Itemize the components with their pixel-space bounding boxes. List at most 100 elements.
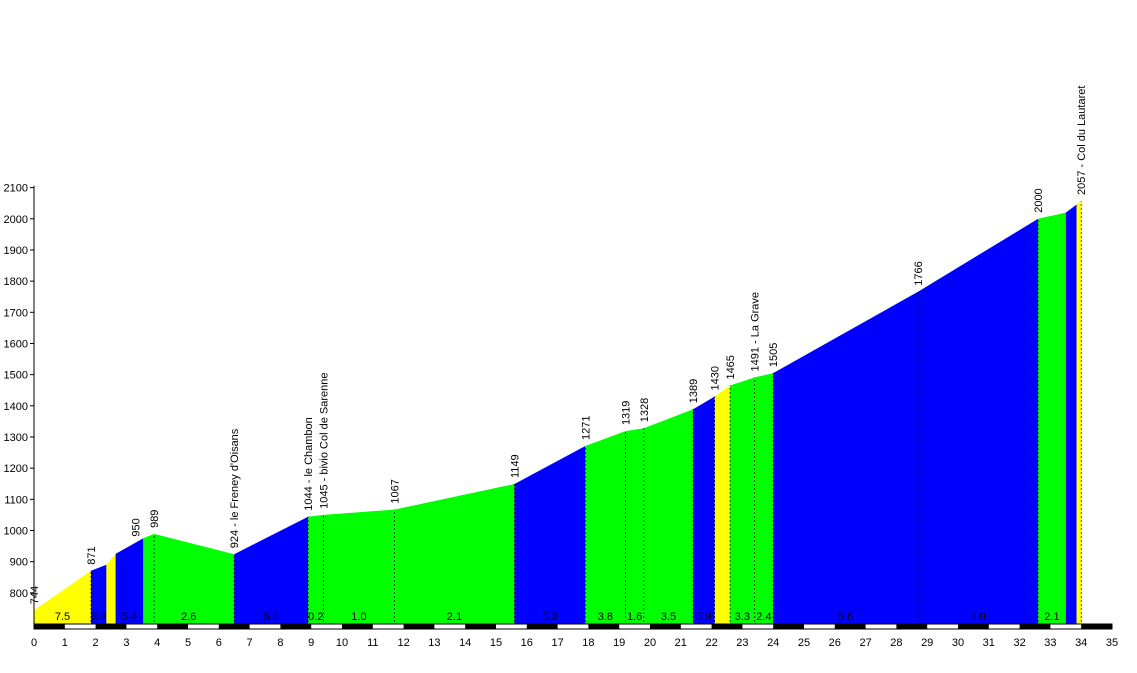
y-tick-label: 1000 [4,525,28,537]
x-tick-label: 1 [62,637,68,649]
elevation-label: 1766 [913,261,925,285]
segment-dividers [90,201,1082,622]
y-tick-label: 1600 [4,338,28,350]
x-tick-label: 21 [675,637,687,649]
elevation-label: 1389 [688,379,700,403]
gradient-segment [91,564,107,624]
y-tick-label: 1700 [4,307,28,319]
elevation-label: 924 - le Freney d'Oisans [229,428,241,548]
gradient-label: 2.1 [447,611,462,623]
x-axis-bar-block [958,624,989,629]
elevation-label: 1067 [389,479,401,503]
x-axis-bar-block [342,624,373,629]
y-tick-label: 2000 [4,214,28,226]
elevation-label: 1465 [725,355,737,379]
elevation-label: 1319 [620,401,632,425]
elevation-label: 1328 [639,398,651,422]
y-tick-label: 800 [10,588,28,600]
x-axis-bar-block [157,624,188,629]
gradient-label: 6.0 [970,611,985,623]
x-tick-label: 0 [31,637,37,649]
elevation-label: 1491 - La Grave [750,292,762,372]
x-tick-label: 13 [428,637,440,649]
y-tick-label: 2100 [4,183,28,195]
x-tick-label: 15 [490,637,502,649]
gradient-segment [34,570,91,624]
gradient-segment [1076,201,1082,624]
x-tick-label: 27 [859,637,871,649]
x-tick-label: 35 [1106,637,1118,649]
gradient-segment [234,516,309,624]
gradient-label: 5.6 [838,611,853,623]
gradient-labels: 7.5 3.8 5.4 2.6 5.0 0.2 1.0 2.1 5.3 3.8 1.6 3.5 5.9 3… [55,611,1060,623]
x-tick-label: 16 [521,637,533,649]
x-tick-label: 19 [613,637,625,649]
x-axis-bar-block [465,624,496,629]
x-axis-bar-block [711,624,743,629]
x-axis-bar-block [773,624,804,629]
gradient-label: 3.8 [598,611,613,623]
gradient-segment [693,396,715,624]
gradient-segment [643,409,694,624]
x-tick-label: 9 [308,637,314,649]
gradient-label: 3.5 [661,611,676,623]
x-tick-label: 24 [767,637,779,649]
y-tick-label: 1400 [4,401,28,413]
gradient-segment [585,431,626,624]
gradient-label: 5.9 [696,611,711,623]
gradient-segment [754,373,774,624]
x-tick-label: 10 [336,637,348,649]
gradient-segment [1038,212,1066,624]
y-tick-label: 900 [10,557,28,569]
x-tick-label: 31 [983,637,995,649]
elevation-label: 989 [149,510,161,528]
gradient-segment [773,291,918,624]
elevation-label: 871 [86,546,98,564]
elevation-label: 1149 [509,454,521,478]
gradient-segment [394,484,515,624]
gradient-label: 3.3 [735,611,750,623]
x-tick-label: 25 [798,637,810,649]
elevation-label: 744 [29,586,41,604]
y-tick-label: 1500 [4,370,28,382]
elevation-label: 2057 - Col du Lautaret [1076,86,1088,195]
x-tick-label: 6 [216,637,222,649]
gradient-label: 5.0 [264,611,279,623]
x-tick-label: 28 [890,637,902,649]
x-axis-bar-block [588,624,620,629]
x-tick-label: 4 [154,637,160,649]
elevation-label: 1271 [580,416,592,440]
gradient-segment [730,377,755,624]
x-tick-label: 7 [247,637,253,649]
x-axis-bar-block [34,624,65,629]
x-axis-bar-block [650,624,681,629]
gradient-label: 1.6 [627,611,642,623]
gradient-label: 2.1 [1044,611,1059,623]
x-tick-label: 2 [93,637,99,649]
y-tick-label: 1100 [4,494,28,506]
x-tick-label: 20 [644,637,656,649]
x-axis-bar-block [526,624,558,629]
gradient-segment [625,428,644,624]
x-tick-label: 3 [123,637,129,649]
y-tick-label: 1900 [4,245,28,257]
axes: 8009001000110012001300140015001600170018… [4,183,1119,649]
elevation-label: 950 [131,518,143,536]
gradient-label: 5.3 [542,611,557,623]
x-tick-label: 29 [921,637,933,649]
x-tick-label: 34 [1075,637,1087,649]
x-tick-label: 32 [1013,637,1025,649]
x-tick-label: 26 [829,637,841,649]
x-tick-label: 30 [952,637,964,649]
x-tick-label: 11 [367,637,378,649]
gradient-segment [514,446,586,624]
gradient-label: 3.8 [91,611,106,623]
x-tick-label: 8 [277,637,283,649]
gradient-segment [714,385,731,624]
x-tick-label: 22 [705,637,717,649]
x-tick-label: 33 [1044,637,1056,649]
gradient-segments [34,201,1082,625]
x-axis-bar-block [218,624,250,629]
gradient-segment [918,218,1039,625]
gradient-segment [1065,204,1077,624]
